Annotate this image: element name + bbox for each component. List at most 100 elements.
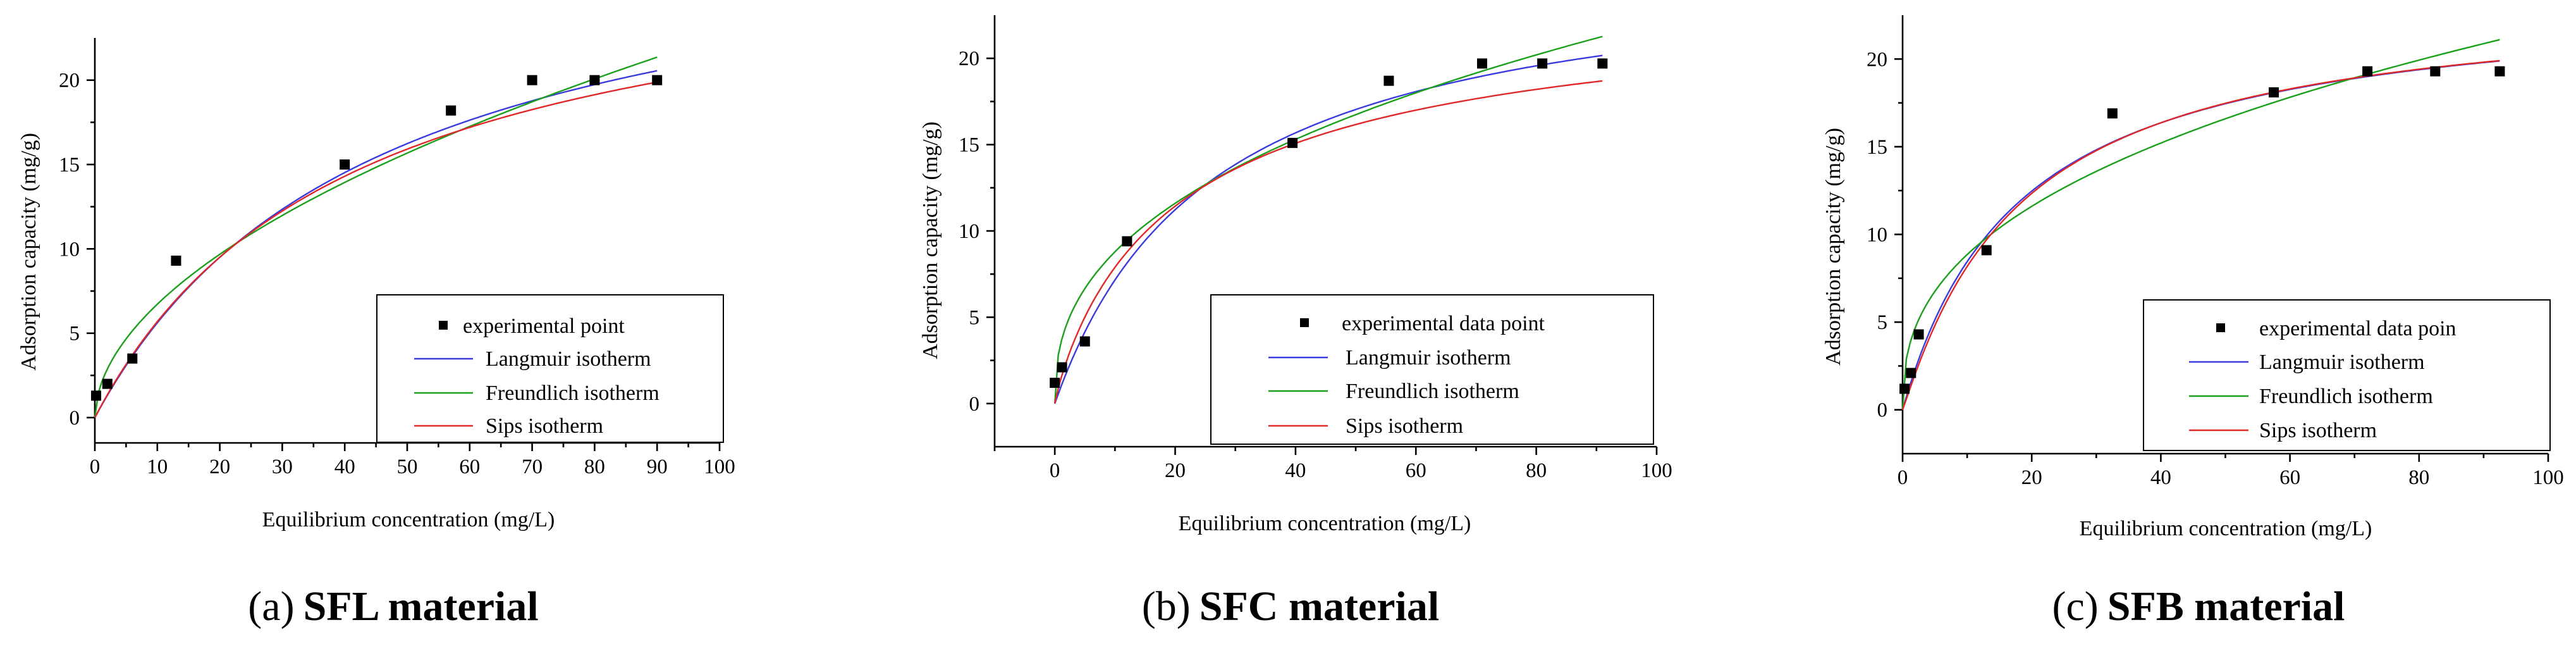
chart-a-x-tick-label: 80 xyxy=(584,456,605,478)
chart-a-y-tick-label: 0 xyxy=(70,407,80,430)
chart-a-x-axis-title: Equilibrium concentration (mg/L) xyxy=(262,508,555,531)
chart-b-x-tick-label: 20 xyxy=(1165,459,1186,482)
chart-c-x-tick-label: 20 xyxy=(2021,466,2042,489)
chart-b-x-axis-title: Equilibrium concentration (mg/L) xyxy=(1179,512,1471,535)
chart-c-legend-label-freundlich: Freundlich isotherm xyxy=(2259,385,2433,408)
chart-b-curve-freundlich xyxy=(1054,35,1603,404)
chart-c-legend-label-langmuir: Langmuir isotherm xyxy=(2259,351,2425,374)
chart-c-data-point xyxy=(1899,383,1910,394)
chart-c-data-point xyxy=(1981,245,1992,256)
chart-a-x-tick-label: 70 xyxy=(522,456,543,478)
chart-a-caption: (a) SFL material xyxy=(248,583,538,630)
chart-c-x-tick-label: 40 xyxy=(2150,466,2171,489)
chart-c-y-tick-label: 0 xyxy=(1877,399,1888,422)
chart-c-data-point xyxy=(2494,66,2505,77)
chart-c-data-point xyxy=(2430,66,2441,77)
chart-c-data-point xyxy=(1906,368,1917,378)
chart-c-x-axis-title: Equilibrium concentration (mg/L) xyxy=(2080,517,2372,540)
chart-a-x-tick-label: 100 xyxy=(704,456,735,478)
chart-a-y-tick-label: 15 xyxy=(59,154,80,177)
chart-b-y-tick-label: 20 xyxy=(959,47,979,70)
chart-c-curve-freundlich xyxy=(1901,39,2500,410)
chart-b-sfc: 0 20 40 60 80 100 0 5 10 15 20 experimental data p… xyxy=(919,15,1672,630)
chart-a-y-tick-label: 5 xyxy=(70,323,80,345)
chart-c-x-tick-label: 80 xyxy=(2408,466,2429,489)
chart-a-data-point xyxy=(652,75,663,85)
chart-a-legend-point-marker xyxy=(439,321,448,330)
chart-c-legend: experimental data poin Langmuir isotherm… xyxy=(2143,299,2551,451)
chart-a-x-tick-label: 30 xyxy=(272,456,293,478)
chart-b-plot-area: 0 20 40 60 80 100 0 5 10 15 20 xyxy=(959,15,1672,482)
chart-a-x-tick-label: 50 xyxy=(397,456,418,478)
chart-b-legend-label-freundlich: Freundlich isotherm xyxy=(1346,380,1519,403)
chart-c-data-point xyxy=(1913,329,1924,340)
chart-a-caption-text: SFL material xyxy=(304,583,539,630)
chart-a-curve-sips xyxy=(94,81,658,418)
chart-c-y-tick-label: 10 xyxy=(1867,224,1887,247)
chart-b-legend-label-sips: Sips isotherm xyxy=(1346,414,1463,438)
chart-b-curve-langmuir xyxy=(1054,54,1603,404)
chart-b-data-point xyxy=(1079,336,1090,347)
chart-c-legend-point-marker xyxy=(2216,323,2225,332)
chart-b-y-axis-title: Adsorption capacity (mg/g) xyxy=(919,121,942,359)
chart-b-data-point xyxy=(1057,362,1067,373)
chart-b-x-tick-label: 60 xyxy=(1406,459,1426,482)
chart-a-data-point xyxy=(446,105,457,116)
chart-b-x-tick-label: 40 xyxy=(1285,459,1306,482)
chart-c-sfb: 0 20 40 60 80 100 0 5 10 15 20 experimental data p… xyxy=(1822,15,2564,630)
chart-c-curve-sips xyxy=(1901,59,2500,411)
chart-a-x-tick-label: 60 xyxy=(459,456,480,478)
chart-b-data-point xyxy=(1050,378,1060,388)
chart-a-legend-box xyxy=(376,294,724,443)
chart-b-x-tick-label: 0 xyxy=(1050,459,1060,482)
chart-b-data-point xyxy=(1122,236,1132,247)
chart-b-legend-label-langmuir: Langmuir isotherm xyxy=(1346,346,1511,370)
chart-c-x-tick-label: 100 xyxy=(2532,466,2564,489)
chart-c-y-tick-label: 15 xyxy=(1867,136,1887,159)
chart-a-sfl: 0 10 20 30 40 50 60 70 80 90 100 0 5 10 15 20 experimen… xyxy=(17,38,735,630)
chart-b-caption-text: SFC material xyxy=(1199,583,1439,630)
chart-b-curve-sips xyxy=(1054,80,1603,404)
chart-a-x-tick-label: 90 xyxy=(647,456,668,478)
chart-b-y-tick-label: 5 xyxy=(969,306,980,329)
chart-c-legend-label-points: experimental data poin xyxy=(2259,317,2456,340)
chart-a-y-tick-label: 20 xyxy=(59,70,80,92)
chart-c-caption-text: SFB material xyxy=(2107,583,2345,630)
chart-c-caption: (c) SFB material xyxy=(2052,583,2345,630)
chart-c-caption-label: (c) xyxy=(2052,583,2098,630)
chart-b-caption-label: (b) xyxy=(1142,583,1191,630)
chart-a-x-tick-label: 40 xyxy=(334,456,355,478)
chart-a-y-axis-title: Adsorption capacity (mg/g) xyxy=(17,133,40,371)
chart-a-curve-freundlich xyxy=(94,56,658,418)
chart-b-y-tick-label: 10 xyxy=(959,220,979,243)
chart-c-x-tick-label: 60 xyxy=(2279,466,2300,489)
chart-b-y-tick-label: 0 xyxy=(969,393,980,416)
chart-a-x-tick-label: 20 xyxy=(209,456,230,478)
chart-c-legend-box xyxy=(2143,299,2551,451)
chart-c-plot-area: 0 20 40 60 80 100 0 5 10 15 20 xyxy=(1867,15,2564,489)
chart-a-legend-label-sips: Sips isotherm xyxy=(486,414,603,438)
chart-b-legend: experimental data point Langmuir isother… xyxy=(1210,294,1654,445)
chart-a-data-point xyxy=(90,390,101,401)
chart-a-caption-label: (a) xyxy=(248,583,294,630)
chart-a-legend: experimental point Langmuir isotherm Fre… xyxy=(376,294,724,443)
chart-b-data-point xyxy=(1597,58,1608,69)
chart-c-y-tick-label: 20 xyxy=(1867,48,1887,71)
chart-a-data-point xyxy=(527,75,537,85)
chart-a-x-tick-label: 0 xyxy=(90,456,101,478)
chart-a-data-point xyxy=(102,378,113,389)
chart-c-data-point xyxy=(2107,108,2118,119)
chart-b-data-point xyxy=(1383,75,1394,86)
chart-a-legend-label-freundlich: Freundlich isotherm xyxy=(486,382,659,405)
chart-b-x-tick-label: 100 xyxy=(1641,459,1672,482)
chart-b-caption: (b) SFC material xyxy=(1142,583,1439,630)
chart-a-data-point xyxy=(589,75,600,85)
chart-b-legend-label-points: experimental data point xyxy=(1342,312,1545,335)
chart-c-legend-label-sips: Sips isotherm xyxy=(2259,419,2377,442)
chart-b-data-point xyxy=(1476,58,1487,69)
chart-b-legend-point-marker xyxy=(1300,318,1309,327)
chart-a-legend-label-langmuir: Langmuir isotherm xyxy=(486,347,651,371)
chart-b-x-tick-label: 80 xyxy=(1526,459,1547,482)
chart-a-legend-label-points: experimental point xyxy=(463,314,625,338)
chart-a-plot-area: 0 10 20 30 40 50 60 70 80 90 100 0 5 10 15 20 xyxy=(59,38,735,478)
